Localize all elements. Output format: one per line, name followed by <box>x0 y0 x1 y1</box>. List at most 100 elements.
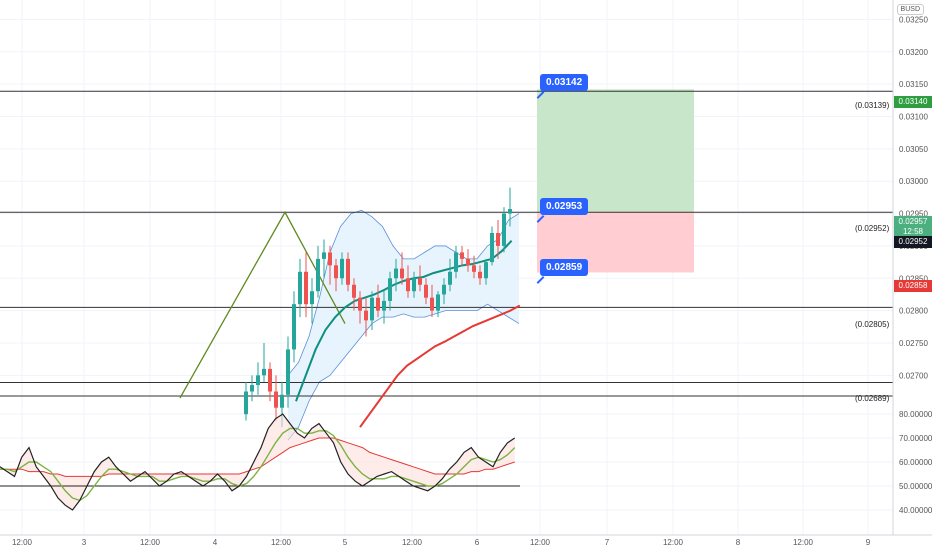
candle-body <box>412 278 416 292</box>
candle-body <box>322 252 326 259</box>
osc-fast-line <box>0 413 516 511</box>
candle-body <box>424 284 428 298</box>
price-tick-label: 0.02850 <box>899 274 928 283</box>
candle-body <box>298 271 302 305</box>
last-price-tag: 0.02957 <box>894 216 932 228</box>
candle-body <box>364 310 368 321</box>
price-tick-label: 0.02950 <box>899 210 928 219</box>
price-tick-label: 0.02800 <box>899 307 928 316</box>
band-fill <box>288 210 519 441</box>
time-tick-label: 7 <box>605 538 610 547</box>
candle-body <box>304 271 308 305</box>
candle-body <box>352 284 356 298</box>
candle-body <box>334 265 338 279</box>
candle-body <box>382 300 386 311</box>
candle-body <box>292 304 296 350</box>
candle-body <box>472 265 476 272</box>
candle-body <box>346 258 350 285</box>
candle-body <box>310 291 314 305</box>
target-price-callout[interactable]: 0.03142 <box>540 74 589 91</box>
price-tick-label: 0.03000 <box>899 177 928 186</box>
hline-label-bottom: (0.02689) <box>855 394 890 403</box>
time-tick-label: 6 <box>475 538 480 547</box>
position-zones <box>537 89 694 273</box>
time-tick-label: 12:00 <box>793 538 814 547</box>
candle-body <box>502 213 506 246</box>
candle-body <box>418 278 422 285</box>
price-tick-label: 0.03150 <box>899 80 928 89</box>
osc-tick-label: 70.00000 <box>899 434 932 443</box>
band-lower-line <box>287 303 520 441</box>
price-tick-label: 0.03050 <box>899 145 928 154</box>
time-tick-label: 9 <box>866 538 871 547</box>
time-tick-label: 12:00 <box>140 538 161 547</box>
price-tick-label: 0.03100 <box>899 112 928 121</box>
time-tick-label: 12:00 <box>271 538 292 547</box>
candle-body <box>262 368 266 376</box>
ema-slow-line <box>359 304 521 428</box>
candle-body <box>316 258 320 292</box>
candle-body <box>376 297 380 311</box>
candle-body <box>280 394 284 408</box>
price-tick-label: 0.02750 <box>899 339 928 348</box>
hline-label-low: (0.02805) <box>855 320 890 329</box>
candle-body <box>340 258 344 279</box>
candle-body <box>490 232 494 263</box>
candle-body <box>508 209 512 214</box>
candle-body <box>496 232 500 246</box>
candle-body <box>448 271 452 285</box>
band-upper-line <box>287 209 520 376</box>
hline-label-mid: (0.02952) <box>855 224 890 233</box>
zigzag-line <box>179 210 346 399</box>
osc-tick-label: 80.00000 <box>899 410 932 419</box>
entry-price-callout[interactable]: 0.02953 <box>540 198 589 215</box>
candle-body <box>274 391 278 408</box>
candle-body <box>400 268 404 279</box>
stop-price-tag: 0.02858 <box>894 280 932 292</box>
price-tick-label: 0.03200 <box>899 48 928 57</box>
candle-body <box>454 252 458 272</box>
time-tick-label: 8 <box>736 538 741 547</box>
time-tick-label: 12:00 <box>530 538 551 547</box>
osc-fill <box>0 414 515 510</box>
moving-averages <box>295 240 521 428</box>
price-tick-label: 0.03250 <box>899 15 928 24</box>
horizontal-levels[interactable] <box>0 90 893 397</box>
time-tick-label: 12:00 <box>12 538 33 547</box>
ema-fast-line <box>295 240 513 402</box>
osc-tick-label: 50.00000 <box>899 482 932 491</box>
target-price-tag: 0.03140 <box>894 96 932 108</box>
hline-label-top: (0.03139) <box>855 101 890 110</box>
candle-body <box>466 258 470 266</box>
price-tick-label: 0.02700 <box>899 371 928 380</box>
time-tick-label: 12:00 <box>402 538 423 547</box>
osc-tick-label: 60.00000 <box>899 458 932 467</box>
time-tick-label: 4 <box>213 538 218 547</box>
grid <box>0 0 893 535</box>
candle-body <box>478 271 482 279</box>
time-tick-label: 12:00 <box>663 538 684 547</box>
candle-body <box>328 252 332 266</box>
candle-body <box>436 294 440 311</box>
quote-currency-badge[interactable]: BUSD <box>896 4 924 15</box>
bollinger-bands <box>287 209 520 441</box>
osc-slow-line <box>0 427 516 502</box>
zigzag-drawing[interactable] <box>179 210 346 399</box>
candle-body <box>394 268 398 279</box>
candle-body <box>430 297 434 311</box>
candle-body <box>484 262 488 279</box>
entry-price-tag: 0.02952 <box>894 236 932 248</box>
candle-body <box>244 391 248 415</box>
stop-price-callout[interactable]: 0.02859 <box>540 259 589 276</box>
candle-body <box>442 284 446 295</box>
candle-body <box>406 278 410 292</box>
candle-body <box>268 368 272 392</box>
oscillator-pane <box>0 413 520 511</box>
time-tick-label: 5 <box>343 538 348 547</box>
candle-body <box>388 278 392 301</box>
osc-tick-label: 40.00000 <box>899 506 932 515</box>
candle-body <box>250 385 254 392</box>
